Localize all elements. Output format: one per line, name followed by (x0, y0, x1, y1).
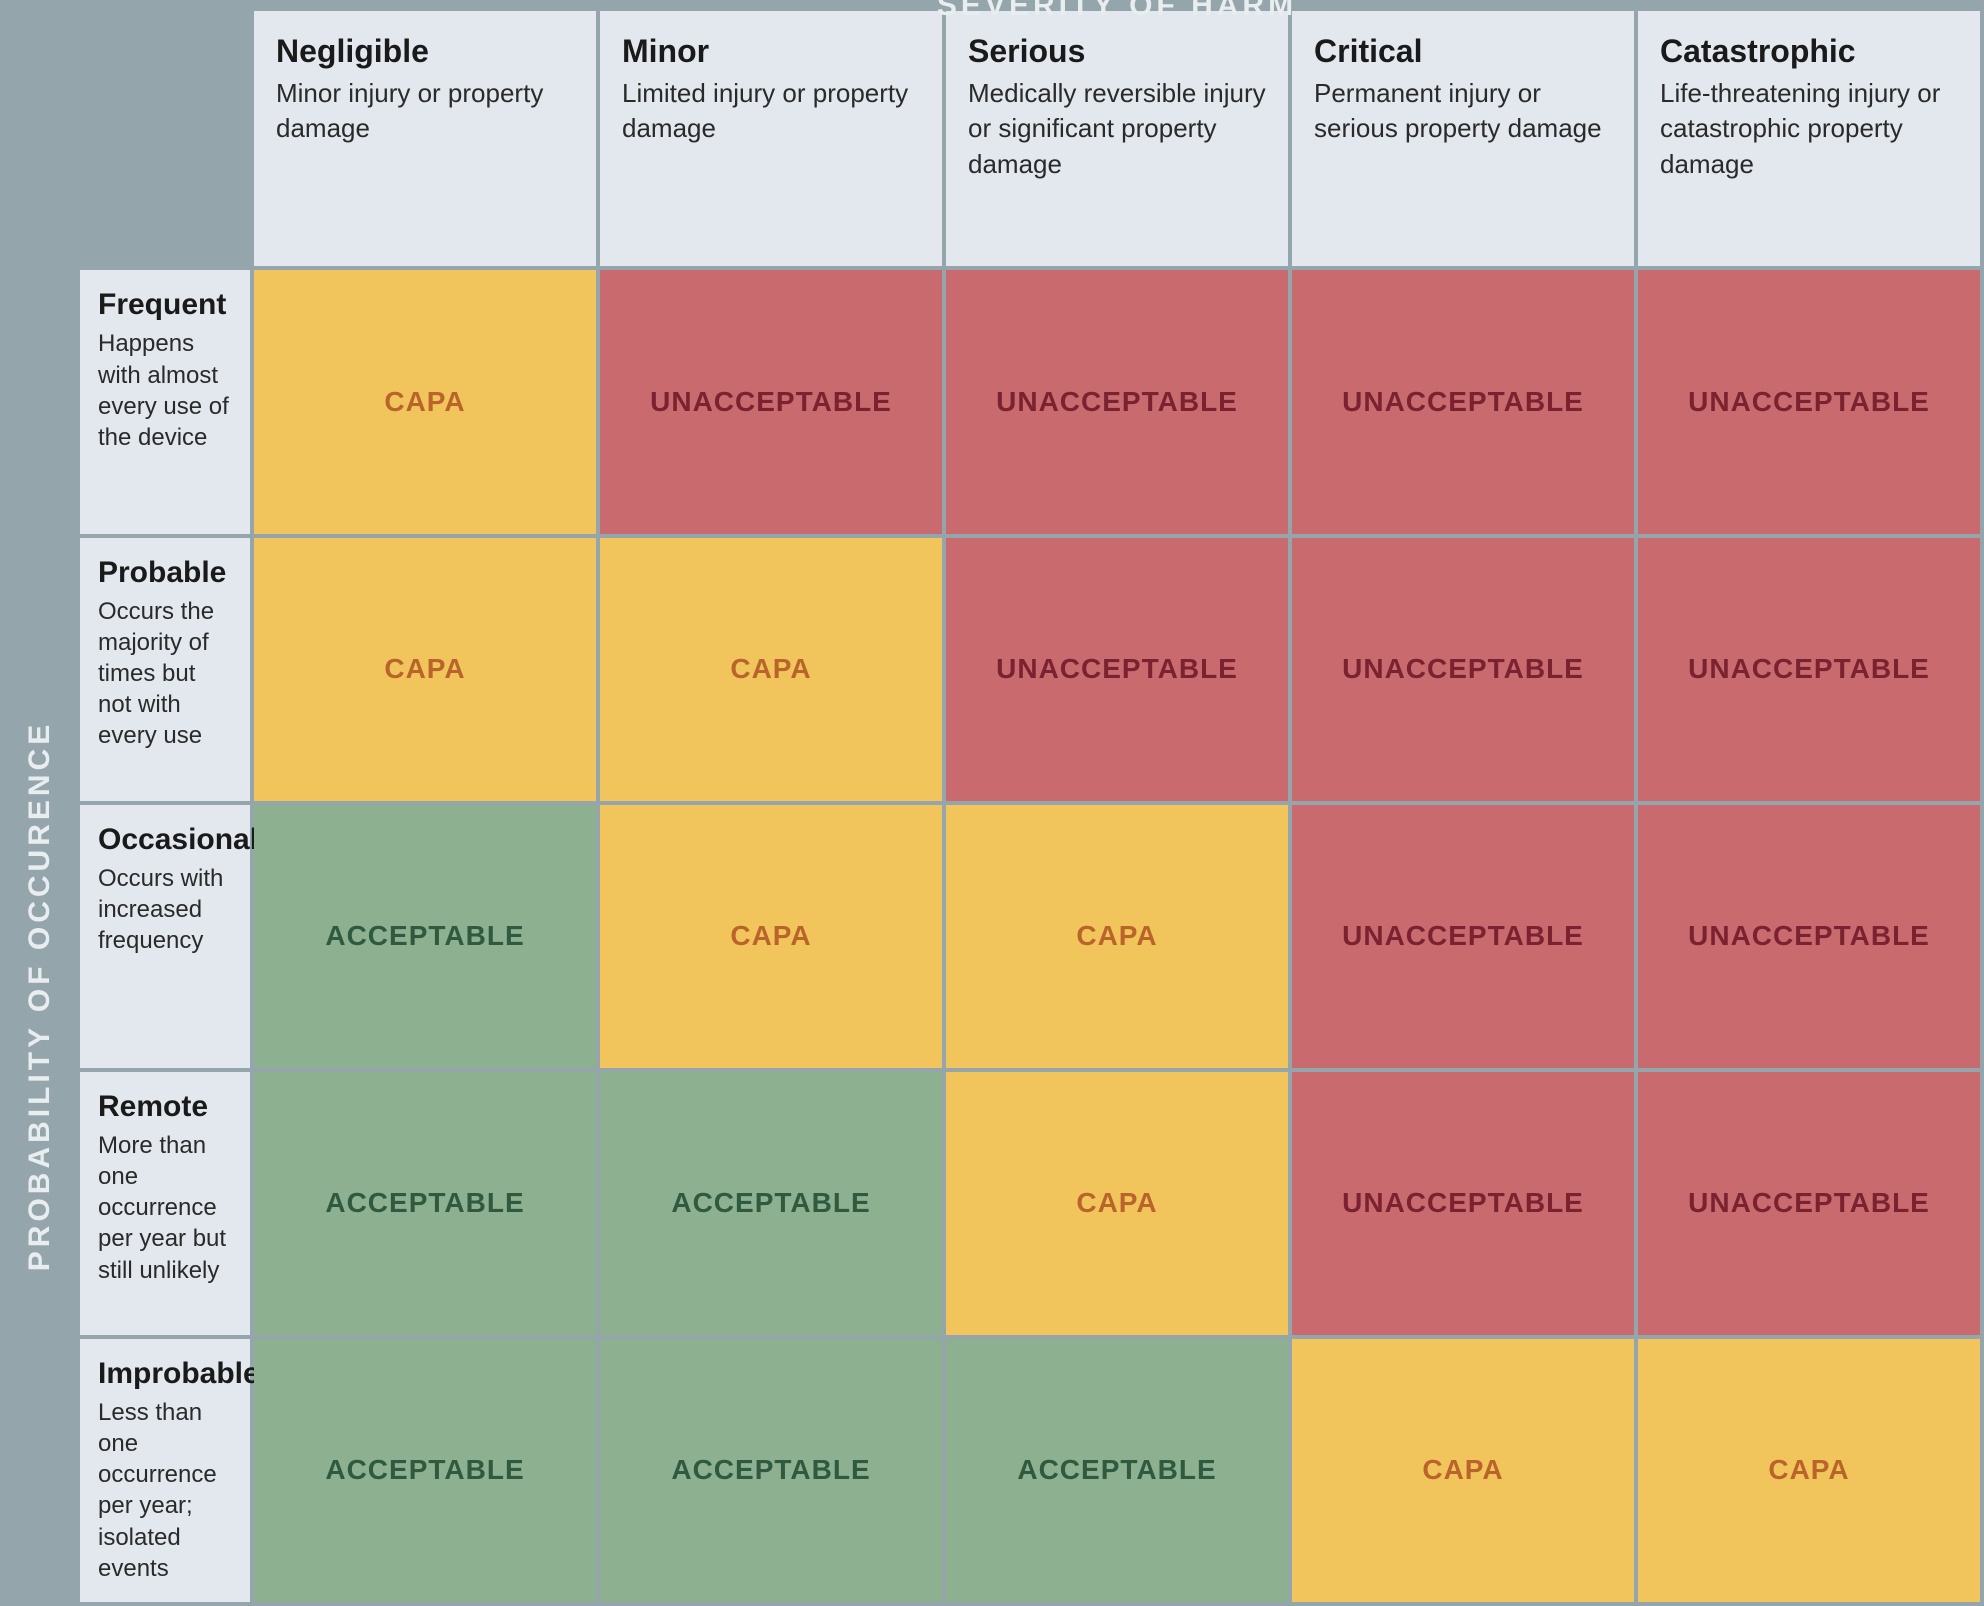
col-header-serious: Serious Medically reversible injury or s… (946, 11, 1288, 266)
col-desc: Limited injury or property damage (622, 76, 920, 146)
cell-1-4: UNACCEPTABLE (1638, 538, 1980, 801)
cell-2-1: CAPA (600, 805, 942, 1068)
cell-0-0: CAPA (254, 270, 596, 533)
cell-3-2: CAPA (946, 1072, 1288, 1335)
col-desc: Minor injury or property damage (276, 76, 574, 146)
row-desc: Happens with almost every use of the dev… (98, 328, 232, 453)
y-axis-strip: PROBABILITY OF OCCURENCE (0, 0, 80, 1606)
cell-2-0: ACCEPTABLE (254, 805, 596, 1068)
col-title: Minor (622, 33, 920, 70)
row-header-occasional: Occasional Occurs with increased frequen… (80, 805, 250, 1068)
row-header-improbable: Improbable Less than one occurrence per … (80, 1339, 250, 1602)
row-header-remote: Remote More than one occurrence per year… (80, 1072, 250, 1335)
cell-0-1: UNACCEPTABLE (600, 270, 942, 533)
matrix-main: SEVERITY OF HARM Negligible Minor injury… (80, 0, 1984, 1606)
col-desc: Permanent injury or serious property dam… (1314, 76, 1612, 146)
cell-3-1: ACCEPTABLE (600, 1072, 942, 1335)
row-desc: Less than one occurrence per year; isola… (98, 1397, 232, 1584)
corner-blank (80, 11, 250, 266)
cell-0-4: UNACCEPTABLE (1638, 270, 1980, 533)
cell-4-0: ACCEPTABLE (254, 1339, 596, 1602)
col-title: Negligible (276, 33, 574, 70)
col-title: Catastrophic (1660, 33, 1958, 70)
row-desc: Occurs the majority of times but not wit… (98, 596, 232, 752)
cell-4-1: ACCEPTABLE (600, 1339, 942, 1602)
col-header-minor: Minor Limited injury or property damage (600, 11, 942, 266)
cell-3-4: UNACCEPTABLE (1638, 1072, 1980, 1335)
row-desc: More than one occurrence per year but st… (98, 1130, 232, 1286)
row-header-frequent: Frequent Happens with almost every use o… (80, 270, 250, 533)
x-axis-title: SEVERITY OF HARM (937, 0, 1297, 23)
cell-3-0: ACCEPTABLE (254, 1072, 596, 1335)
cell-1-0: CAPA (254, 538, 596, 801)
col-title: Critical (1314, 33, 1612, 70)
cell-1-3: UNACCEPTABLE (1292, 538, 1634, 801)
risk-matrix: PROBABILITY OF OCCURENCE SEVERITY OF HAR… (0, 0, 1984, 1606)
cell-4-2: ACCEPTABLE (946, 1339, 1288, 1602)
row-header-probable: Probable Occurs the majority of times bu… (80, 538, 250, 801)
cell-0-2: UNACCEPTABLE (946, 270, 1288, 533)
col-title: Serious (968, 33, 1266, 70)
row-title: Improbable (98, 1357, 232, 1391)
col-header-critical: Critical Permanent injury or serious pro… (1292, 11, 1634, 266)
row-title: Probable (98, 556, 232, 590)
row-title: Remote (98, 1090, 232, 1124)
cell-3-3: UNACCEPTABLE (1292, 1072, 1634, 1335)
col-desc: Life-threatening injury or catastrophic … (1660, 76, 1958, 181)
row-desc: Occurs with increased frequency (98, 863, 232, 957)
cell-2-2: CAPA (946, 805, 1288, 1068)
x-axis-strip: SEVERITY OF HARM (80, 0, 1984, 11)
matrix-grid: Negligible Minor injury or property dama… (80, 11, 1984, 1606)
col-header-negligible: Negligible Minor injury or property dama… (254, 11, 596, 266)
cell-4-4: CAPA (1638, 1339, 1980, 1602)
cell-1-1: CAPA (600, 538, 942, 801)
cell-0-3: UNACCEPTABLE (1292, 270, 1634, 533)
cell-4-3: CAPA (1292, 1339, 1634, 1602)
row-title: Frequent (98, 288, 232, 322)
cell-2-4: UNACCEPTABLE (1638, 805, 1980, 1068)
cell-1-2: UNACCEPTABLE (946, 538, 1288, 801)
cell-2-3: UNACCEPTABLE (1292, 805, 1634, 1068)
y-axis-title: PROBABILITY OF OCCURENCE (23, 720, 57, 1270)
row-title: Occasional (98, 823, 232, 857)
col-desc: Medically reversible injury or significa… (968, 76, 1266, 181)
col-header-catastrophic: Catastrophic Life-threatening injury or … (1638, 11, 1980, 266)
